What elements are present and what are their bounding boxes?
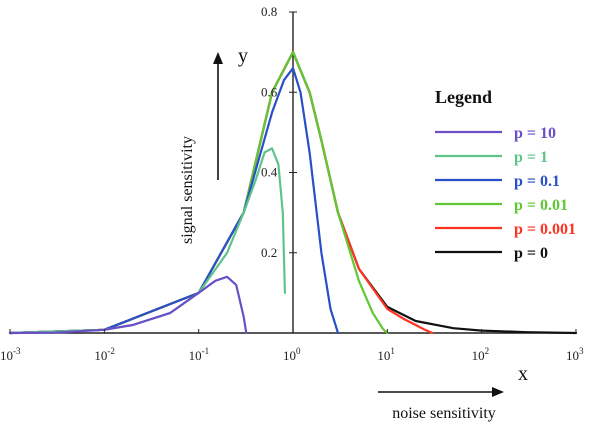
legend-label-p-0_1: p = 0.1: [514, 173, 560, 190]
curves-group: [8, 51, 578, 335]
x-tick-label: 10-2: [94, 346, 115, 363]
y-tick-label: 0.2: [261, 245, 277, 260]
x-tick-label: 10-1: [189, 346, 210, 363]
y-tick-label: 0.6: [261, 84, 278, 99]
x-tick-label: 100: [283, 346, 301, 363]
y-tick-label: 0.8: [261, 4, 277, 19]
right-arrow-icon: [378, 387, 504, 397]
x-axis-label: x: [518, 363, 528, 385]
x-tick-label: 101: [377, 346, 395, 363]
ticks-group: 10-3 10-2 10-1 100 101 102 103 0.2 0.4 0.6 0.8: [0, 4, 584, 363]
legend-label-p-0: p = 0: [514, 245, 548, 262]
y-axis-label: y: [238, 45, 248, 67]
x-tick-label: 102: [472, 346, 490, 363]
series-line-p-0_1: [8, 67, 340, 335]
series-line-p-1: [8, 147, 286, 335]
legend-label-p-0_01: p = 0.01: [514, 197, 568, 214]
series-line-p-0_001: [8, 51, 434, 335]
legend-label-p-1: p = 1: [514, 149, 548, 166]
legend: Legend p = 10 p = 1 p = 0.1 p = 0.01 p = 0.0…: [435, 87, 576, 262]
x-tick-label: 10-3: [0, 346, 21, 363]
noise-sensitivity-label: noise sensitivity: [392, 405, 496, 422]
series-line-p-10: [8, 275, 248, 335]
up-arrow-icon: [213, 52, 223, 180]
legend-label-p-0_001: p = 0.001: [514, 221, 576, 238]
x-tick-label: 103: [566, 346, 584, 363]
legend-label-p-10: p = 10: [514, 125, 556, 142]
legend-title: Legend: [435, 87, 492, 107]
y-tick-label: 0.4: [261, 165, 278, 180]
signal-sensitivity-label: signal sensitivity: [179, 136, 196, 244]
